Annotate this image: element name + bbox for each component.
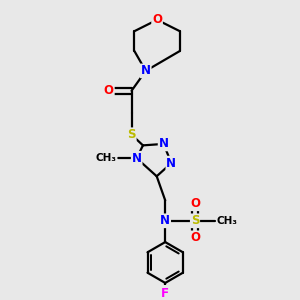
Text: N: N — [166, 157, 176, 169]
Text: CH₃: CH₃ — [217, 216, 238, 226]
Text: O: O — [190, 197, 200, 210]
Text: N: N — [159, 137, 169, 150]
Text: N: N — [132, 152, 142, 165]
Text: S: S — [191, 214, 199, 227]
Text: N: N — [160, 214, 170, 227]
Text: CH₃: CH₃ — [96, 153, 117, 163]
Text: S: S — [127, 128, 136, 141]
Text: N: N — [141, 64, 151, 77]
Text: F: F — [161, 287, 169, 300]
Text: O: O — [104, 84, 114, 97]
Text: O: O — [152, 13, 162, 26]
Text: O: O — [190, 231, 200, 244]
